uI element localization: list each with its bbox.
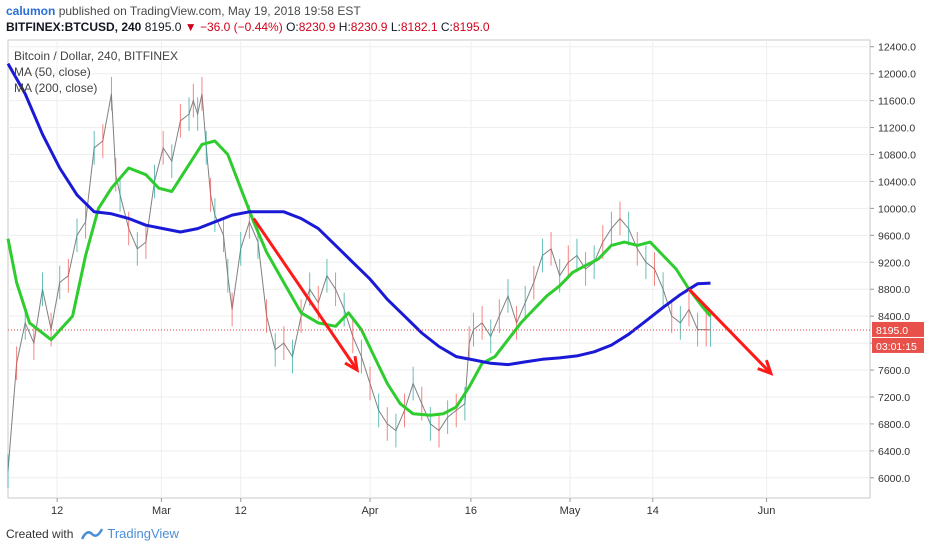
legend-ma200: MA (200, close) — [14, 81, 98, 95]
x-tick-label: Jun — [758, 505, 776, 517]
y-tick-label: 6000.0 — [878, 473, 910, 485]
y-tick-label: 10800.0 — [878, 150, 916, 162]
countdown-box — [872, 337, 924, 353]
countdown-tag: 03:01:15 — [876, 341, 917, 353]
low-label: L: — [390, 20, 401, 34]
x-tick-label: 14 — [647, 505, 659, 517]
trend-arrow-head — [344, 355, 360, 373]
ohlc-line: BITFINEX:BTCUSD, 240 8195.0 ▼ −36.0 (−0.… — [6, 20, 490, 34]
created-with-label: Created with — [6, 526, 74, 541]
y-tick-label: 6400.0 — [878, 446, 910, 458]
y-tick-label: 10000.0 — [878, 203, 916, 215]
y-tick-label: 11200.0 — [878, 123, 915, 135]
y-tick-label: 12000.0 — [878, 69, 916, 81]
y-tick-label: 10400.0 — [878, 176, 916, 188]
y-tick-label: 9600.0 — [878, 230, 910, 242]
chart-legend: Bitcoin / Dollar, 240, BITFINEX MA (50, … — [14, 48, 178, 96]
symbol-label: BITFINEX:BTCUSD, 240 — [6, 20, 142, 34]
footer: Created with TradingView — [6, 526, 179, 541]
last-price-tag: 8195.0 — [876, 325, 908, 337]
y-tick-label: 7200.0 — [878, 392, 910, 404]
y-tick-label: 12400.0 — [878, 42, 916, 54]
down-triangle-icon: ▼ — [184, 20, 197, 34]
last-price: 8195.0 — [144, 20, 182, 34]
y-tick-label: 9200.0 — [878, 257, 910, 269]
trend-arrow — [252, 217, 359, 371]
plot-frame — [7, 39, 871, 499]
x-tick-label: Mar — [152, 505, 171, 517]
last-price-box — [872, 321, 924, 337]
y-tick-label: 7600.0 — [878, 365, 910, 377]
y-tick-label: 8800.0 — [878, 284, 910, 296]
open-label: O: — [286, 20, 299, 34]
x-tick-label: Apr — [361, 505, 378, 517]
legend-ma50: MA (50, close) — [14, 65, 91, 79]
ma50-line — [6, 139, 712, 417]
trend-arrow-head — [757, 359, 774, 376]
price-change: −36.0 (−0.44%) — [199, 20, 283, 34]
ma200-line — [6, 62, 711, 367]
price-line — [7, 93, 711, 472]
author-link[interactable]: calumon — [6, 4, 56, 18]
x-tick-label: 16 — [465, 505, 477, 517]
x-tick-label: May — [560, 505, 581, 517]
trend-arrow — [687, 288, 772, 375]
open-value: 8230.9 — [298, 20, 336, 34]
publish-line: calumon published on TradingView.com, Ma… — [6, 4, 361, 18]
tradingview-label: TradingView — [107, 526, 179, 541]
low-value: 8182.1 — [400, 20, 438, 34]
close-value: 8195.0 — [452, 20, 490, 34]
y-tick-label: 6800.0 — [878, 419, 910, 431]
tradingview-brand[interactable]: TradingView — [81, 526, 179, 541]
y-tick-label: 8400.0 — [878, 311, 910, 323]
y-tick-label: 11600.0 — [878, 96, 915, 108]
x-tick-label: 12 — [51, 505, 63, 517]
high-label: H: — [338, 20, 351, 34]
high-value: 8230.9 — [350, 20, 388, 34]
tradingview-logo-icon — [81, 527, 104, 540]
close-label: C: — [440, 20, 453, 34]
x-tick-label: 12 — [235, 505, 247, 517]
publish-info: published on TradingView.com, May 19, 20… — [58, 4, 361, 18]
legend-title: Bitcoin / Dollar, 240, BITFINEX — [14, 49, 179, 63]
